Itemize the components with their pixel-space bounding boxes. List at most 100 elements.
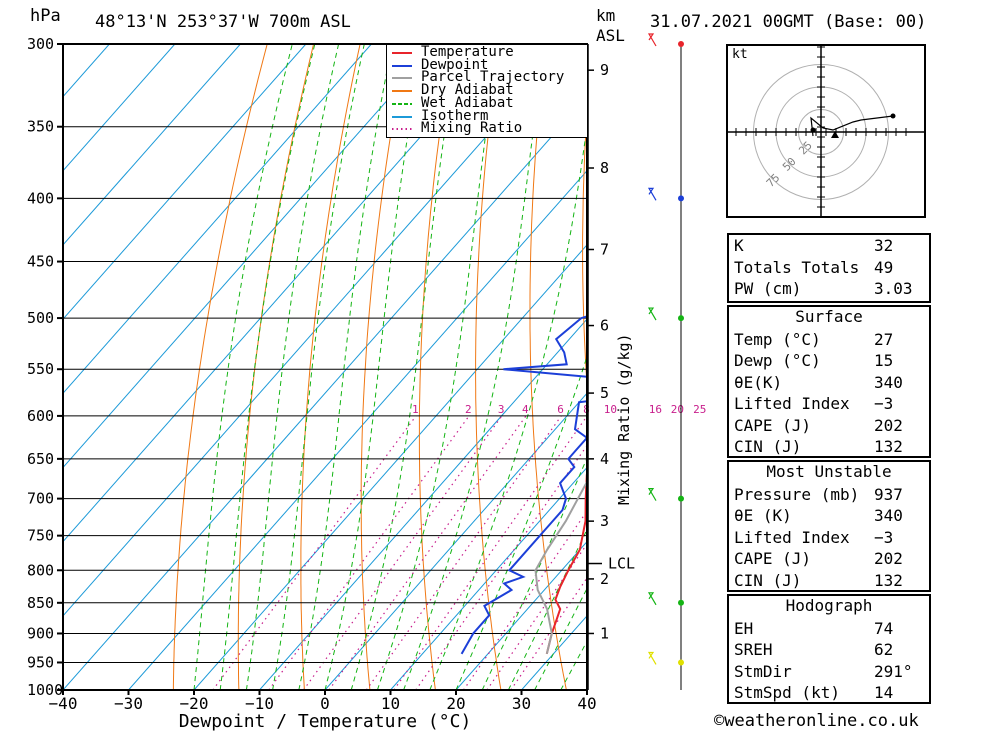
temp-tick-label: 0 — [320, 694, 330, 713]
isotherm-line — [63, 44, 307, 320]
legend-item: Isotherm — [391, 107, 586, 124]
most-unstable-panel: Most Unstable Pressure (mb) 937 θE (K) 340… — [727, 460, 931, 592]
wind-barb — [647, 651, 657, 665]
surface-cin-label: CIN (J) — [734, 437, 802, 456]
wind-barb — [647, 187, 657, 201]
hodograph: kt 25 50 75 — [726, 44, 926, 218]
surface-dewp-label: Dewp (°C) — [734, 351, 821, 370]
mu-pres-label: Pressure (mb) — [734, 484, 860, 504]
wet-adiabat-line — [350, 44, 459, 690]
legend-label: Parcel Trajectory — [421, 69, 565, 86]
isotherm-line — [63, 44, 438, 469]
mixing-ratio-tick-label: 16 — [649, 403, 662, 416]
mu-title: Most Unstable — [766, 462, 892, 481]
asl-label: ASL — [596, 26, 625, 45]
pressure-tick-label: 1000 — [27, 681, 63, 699]
mixing-ratio-line — [268, 415, 470, 690]
wind-level-marker — [678, 195, 684, 202]
series-temperature — [545, 467, 587, 655]
km-tick-label: 6 — [600, 317, 609, 335]
wet-adiabat-line — [298, 44, 393, 690]
eh-value: 74 — [874, 618, 894, 638]
legend-swatch — [392, 90, 412, 93]
legend-item: Temperature — [391, 44, 586, 60]
pressure-tick-label: 700 — [27, 490, 54, 508]
mixing-ratio-axis-label: Mixing Ratio (g/kg) — [615, 333, 633, 505]
isotherm-line — [63, 44, 110, 98]
legend-swatch — [392, 115, 412, 118]
isotherm-line — [63, 95, 587, 690]
mixing-ratio-line — [328, 415, 527, 690]
isotherm-line — [63, 44, 176, 172]
legend-label: Dewpoint — [421, 56, 489, 73]
wind-barb — [647, 33, 657, 47]
surface-cape-value: 202 — [874, 415, 903, 435]
legend-label: Mixing Ratio — [421, 120, 523, 137]
isotherm-line — [193, 244, 587, 690]
legend-swatch — [392, 128, 412, 131]
km-tick-label: 4 — [600, 450, 609, 468]
legend-label: Temperature — [421, 44, 514, 60]
isotherm-line — [63, 44, 503, 543]
mixing-ratio-tick-label: 20 — [671, 403, 684, 416]
mu-li-value: −3 — [874, 527, 894, 547]
temp-tick-label: 20 — [446, 694, 465, 713]
mixing-ratio-line — [302, 415, 503, 690]
mixing-ratio-tick-label: 4 — [522, 403, 529, 416]
pressure-tick-label: 600 — [27, 407, 54, 425]
surface-cin-value: 132 — [874, 437, 903, 456]
mu-cin-label: CIN (J) — [734, 570, 802, 590]
wet-adiabat-line — [324, 44, 424, 690]
mixing-ratio-tick-label: 1 — [412, 403, 419, 416]
datetime-label: 31.07.2021 00GMT (Base: 00) — [650, 12, 927, 32]
pressure-tick-label: 550 — [27, 360, 54, 378]
hodograph-trace — [810, 115, 894, 137]
wet-adiabat-line — [272, 44, 365, 690]
k-index-value: 32 — [874, 236, 894, 255]
series-parcel-trajectory — [534, 479, 587, 655]
km-tick-label: 3 — [600, 512, 609, 530]
legend-label: Dry Adiabat — [421, 82, 514, 99]
mixing-ratio-line — [462, 510, 587, 690]
legend-label: Isotherm — [421, 107, 489, 124]
pw-value: 3.03 — [874, 279, 913, 298]
legend-item: Dry Adiabat — [391, 82, 586, 99]
hp-title: Hodograph — [785, 596, 873, 615]
isotherm-line — [455, 540, 587, 690]
mixing-ratio-tick-label: 2 — [465, 403, 472, 416]
wet-adiabat-line — [429, 122, 587, 690]
pressure-tick-label: 900 — [27, 624, 54, 642]
mu-cin-value: 132 — [874, 570, 903, 590]
surface-dewp-value: 15 — [874, 351, 894, 370]
wind-barb — [647, 307, 657, 321]
temp-tick-label: −30 — [114, 694, 143, 713]
temp-tick-label: −20 — [180, 694, 209, 713]
hodograph-ring-label: 50 — [780, 155, 799, 174]
plot-frame — [62, 43, 588, 691]
wet-adiabat-line — [219, 44, 316, 690]
hodograph-unit: kt — [732, 47, 748, 62]
wet-adiabat-line — [455, 354, 587, 690]
hodograph-endpoint — [890, 113, 896, 119]
wet-adiabat-line — [245, 44, 340, 690]
stmspd-value: 14 — [874, 683, 894, 702]
pressure-tick-label: 950 — [27, 653, 54, 671]
mu-theta-value: 340 — [874, 506, 903, 525]
isotherm-line — [324, 392, 587, 690]
surface-li-label: Lifted Index — [734, 394, 850, 413]
pressure-tick-label: 500 — [27, 309, 54, 327]
legend-item: Dewpoint — [391, 56, 586, 73]
temp-tick-label: −40 — [49, 694, 78, 713]
pressure-tick-label: 350 — [27, 118, 54, 136]
pressure-tick-label: 750 — [27, 527, 54, 545]
stmspd-label: StmSpd (kt) — [734, 683, 840, 702]
wet-adiabat-line — [534, 587, 587, 690]
temp-tick-label: −10 — [245, 694, 274, 713]
mixing-ratio-tick-label: 25 — [693, 403, 706, 416]
surface-temp-value: 27 — [874, 329, 894, 349]
dry-adiabat-line — [418, 44, 454, 690]
indices-panel: K 32 Totals Totals 49 PW (cm) 3.03 — [727, 233, 931, 303]
k-index-label: K — [734, 236, 744, 255]
wind-level-marker — [678, 495, 684, 502]
